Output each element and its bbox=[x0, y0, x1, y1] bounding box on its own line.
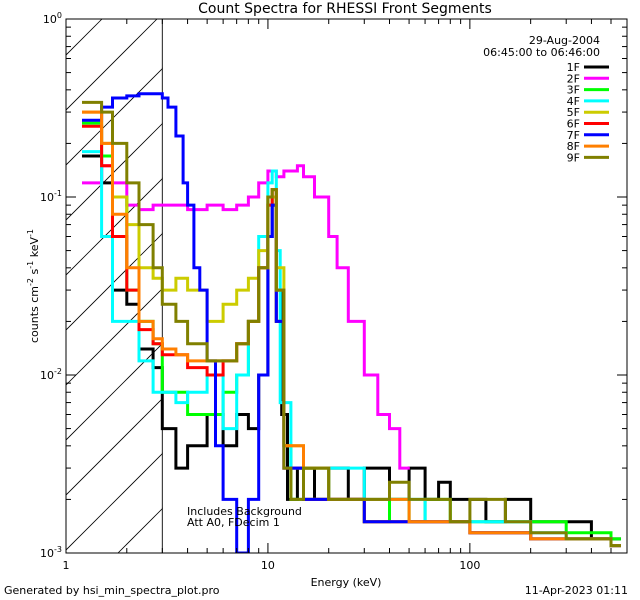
y-tick-label: 100 bbox=[43, 11, 62, 26]
chart-title: Count Spectra for RHESSI Front Segments bbox=[198, 1, 492, 17]
legend-label-4F: 4F bbox=[567, 95, 580, 108]
hatched-region bbox=[66, 19, 627, 553]
svg-text:counts cm-2 s-1 keV-1: counts cm-2 s-1 keV-1 bbox=[26, 229, 41, 343]
legend-label-1F: 1F bbox=[567, 61, 580, 74]
annotation-background: Includes Background bbox=[187, 505, 302, 518]
hatch-line bbox=[66, 19, 213, 166]
hatch-line bbox=[66, 19, 158, 111]
y-tick-label: 10-2 bbox=[40, 367, 62, 382]
plot-frame bbox=[65, 18, 628, 554]
hatch-mask bbox=[162, 19, 627, 553]
legend-label-6F: 6F bbox=[567, 118, 580, 131]
legend-time-range: 06:45:00 to 06:46:00 bbox=[483, 46, 600, 59]
series-lines bbox=[82, 92, 621, 553]
y-tick-label: 10-1 bbox=[40, 189, 62, 204]
series-2F bbox=[82, 164, 410, 470]
annotation-attenuator: Att A0, FDecim 1 bbox=[187, 516, 280, 529]
legend-date: 29-Aug-2004 bbox=[529, 34, 600, 47]
axis-ticks: 1 10 100 100 10-1 10-2 10-3 bbox=[40, 11, 628, 572]
legend-label-7F: 7F bbox=[567, 129, 580, 142]
x-tick-label: 1 bbox=[63, 559, 70, 572]
x-tick-label: 100 bbox=[459, 559, 480, 572]
footer-generated-by: Generated by hsi_min_spectra_plot.pro bbox=[4, 584, 220, 597]
x-tick-label: 10 bbox=[261, 559, 275, 572]
legend-label-9F: 9F bbox=[567, 151, 580, 164]
y-tick-label: 10-3 bbox=[40, 545, 62, 560]
legend-label-8F: 8F bbox=[567, 140, 580, 153]
legend-label-3F: 3F bbox=[567, 84, 580, 97]
x-axis-label: Energy (keV) bbox=[311, 576, 382, 589]
legend-label-2F: 2F bbox=[567, 72, 580, 85]
hatch-line bbox=[66, 19, 103, 56]
legend-label-5F: 5F bbox=[567, 106, 580, 119]
y-axis-label: counts cm-2 s-1 keV-1 bbox=[26, 229, 41, 343]
series-9F bbox=[82, 100, 621, 548]
footer-timestamp: 11-Apr-2023 01:11 bbox=[525, 584, 628, 597]
